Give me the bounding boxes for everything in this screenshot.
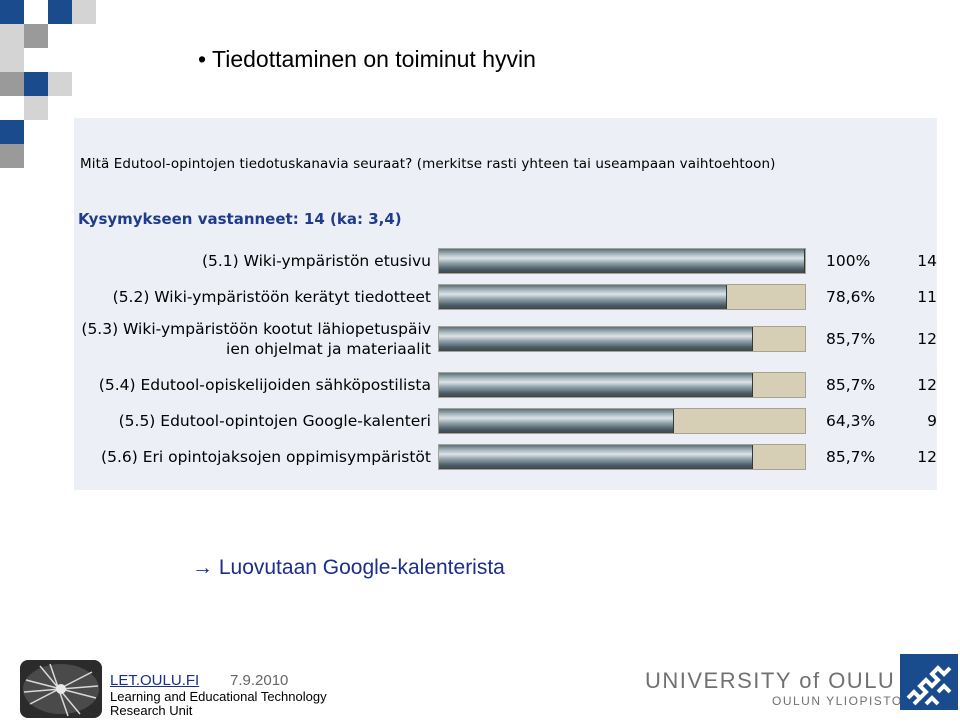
- bar-value-label: 85,7%: [826, 330, 876, 348]
- bar-track: [438, 284, 806, 310]
- bar-count-label: 14: [917, 252, 937, 270]
- corner-square: [0, 0, 24, 24]
- arrow-right-icon: →: [192, 556, 213, 579]
- bar-value-label: 85,7%: [826, 448, 876, 466]
- corner-square: [72, 0, 96, 24]
- bar-value-label: 100%: [826, 252, 871, 270]
- bar-count-label: 12: [917, 376, 937, 394]
- university-name: UNIVERSITY of OULU: [645, 668, 896, 693]
- bar-count-label: 12: [917, 448, 937, 466]
- research-unit-name: Learning and Educational Technology Rese…: [110, 690, 327, 718]
- bar-track: [438, 444, 806, 470]
- research-unit-logo: [20, 660, 102, 718]
- bar: [439, 285, 727, 309]
- footer-date: 7.9.2010: [230, 672, 289, 689]
- conclusion: → Luovutaan Google-kalenterista: [192, 556, 505, 580]
- bar-label: (5.5) Edutool-opintojen Google-kalenteri: [119, 411, 431, 431]
- bar-label-line: (5.3) Wiki-ympäristöön kootut lähiopetus…: [81, 320, 431, 338]
- bar: [439, 373, 753, 397]
- bar-label: (5.4) Edutool-opiskelijoiden sähköpostil…: [99, 375, 431, 395]
- corner-square: [24, 72, 48, 96]
- corner-square: [48, 72, 72, 96]
- bar-label-line: ien ohjelmat ja materiaalit: [226, 340, 431, 358]
- university-subname: OULUN YLIOPISTO: [772, 694, 903, 708]
- corner-square: [24, 24, 48, 48]
- bar-label-line: (5.5) Edutool-opintojen Google-kalenteri: [118, 412, 431, 430]
- bar-count-label: 9: [927, 412, 937, 430]
- corner-square: [0, 120, 24, 144]
- corner-square: [0, 72, 24, 96]
- unit-line-2: Research Unit: [110, 703, 193, 718]
- university-logo: [900, 654, 958, 710]
- bar-track: [438, 372, 806, 398]
- bar-count-label: 12: [917, 330, 937, 348]
- bar-label-line: (5.4) Edutool-opiskelijoiden sähköpostil…: [98, 376, 431, 394]
- slide-title: • Tiedottaminen on toiminut hyvin: [198, 46, 536, 72]
- bar-value-label: 78,6%: [826, 288, 876, 306]
- corner-square: [0, 24, 24, 48]
- bar-track: [438, 408, 806, 434]
- bar-value-label: 85,7%: [826, 376, 876, 394]
- corner-square: [0, 144, 24, 168]
- bar-label: (5.2) Wiki-ympäristöön kerätyt tiedottee…: [113, 287, 431, 307]
- bar-label-line: (5.2) Wiki-ympäristöön kerätyt tiedottee…: [112, 288, 431, 306]
- corner-square: [24, 0, 48, 24]
- conclusion-text: Luovutaan Google-kalenterista: [218, 556, 505, 579]
- survey-panel: Mitä Edutool-opintojen tiedotuskanavia s…: [74, 118, 937, 490]
- unit-line-1: Learning and Educational Technology: [110, 689, 327, 704]
- bar-value-label: 64,3%: [826, 412, 876, 430]
- survey-question: Mitä Edutool-opintojen tiedotuskanavia s…: [80, 156, 776, 172]
- bar-label: (5.1) Wiki-ympäristön etusivu: [202, 251, 431, 271]
- bar-count-label: 11: [917, 288, 937, 306]
- corner-squares-decoration: [0, 0, 100, 180]
- bar-track: [438, 248, 806, 274]
- let-oulu-link[interactable]: LET.OULU.FI: [110, 672, 200, 689]
- bar: [439, 409, 674, 433]
- corner-square: [48, 0, 72, 24]
- bar-label: (5.6) Eri opintojaksojen oppimisympärist…: [101, 447, 431, 467]
- bar-label-line: (5.1) Wiki-ympäristön etusivu: [201, 252, 431, 270]
- bar: [439, 249, 805, 273]
- bar-label-line: (5.6) Eri opintojaksojen oppimisympärist…: [101, 448, 431, 466]
- corner-square: [24, 96, 48, 120]
- bar: [439, 327, 753, 351]
- respondent-count: Kysymykseen vastanneet: 14 (ka: 3,4): [78, 210, 402, 228]
- corner-square: [0, 48, 24, 72]
- bar-label: (5.3) Wiki-ympäristöön kootut lähiopetus…: [81, 319, 431, 359]
- bar-track: [438, 326, 806, 352]
- bar: [439, 445, 753, 469]
